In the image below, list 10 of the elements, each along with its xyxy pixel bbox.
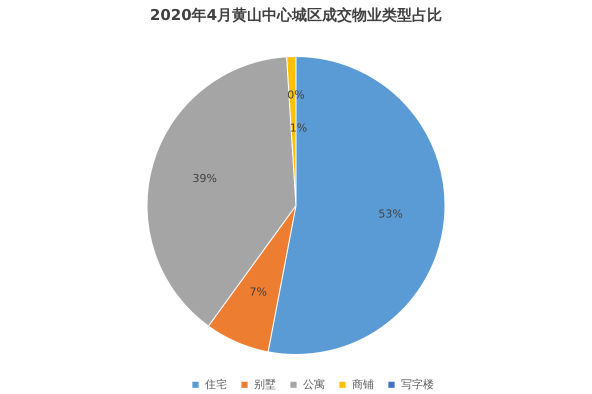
legend-label: 别墅 — [254, 378, 276, 391]
data-label: 39% — [192, 172, 217, 185]
legend-label: 住宅 — [205, 378, 227, 391]
legend-label: 公寓 — [303, 378, 325, 391]
legend-label: 商铺 — [352, 378, 374, 391]
legend-label: 写字楼 — [401, 378, 434, 391]
data-label: 53% — [378, 207, 403, 220]
text: 0% — [287, 88, 305, 102]
chart-title: 2020年4月黄山中心城区成交物业类型占比 — [150, 6, 442, 24]
data-label: 7% — [250, 286, 267, 299]
